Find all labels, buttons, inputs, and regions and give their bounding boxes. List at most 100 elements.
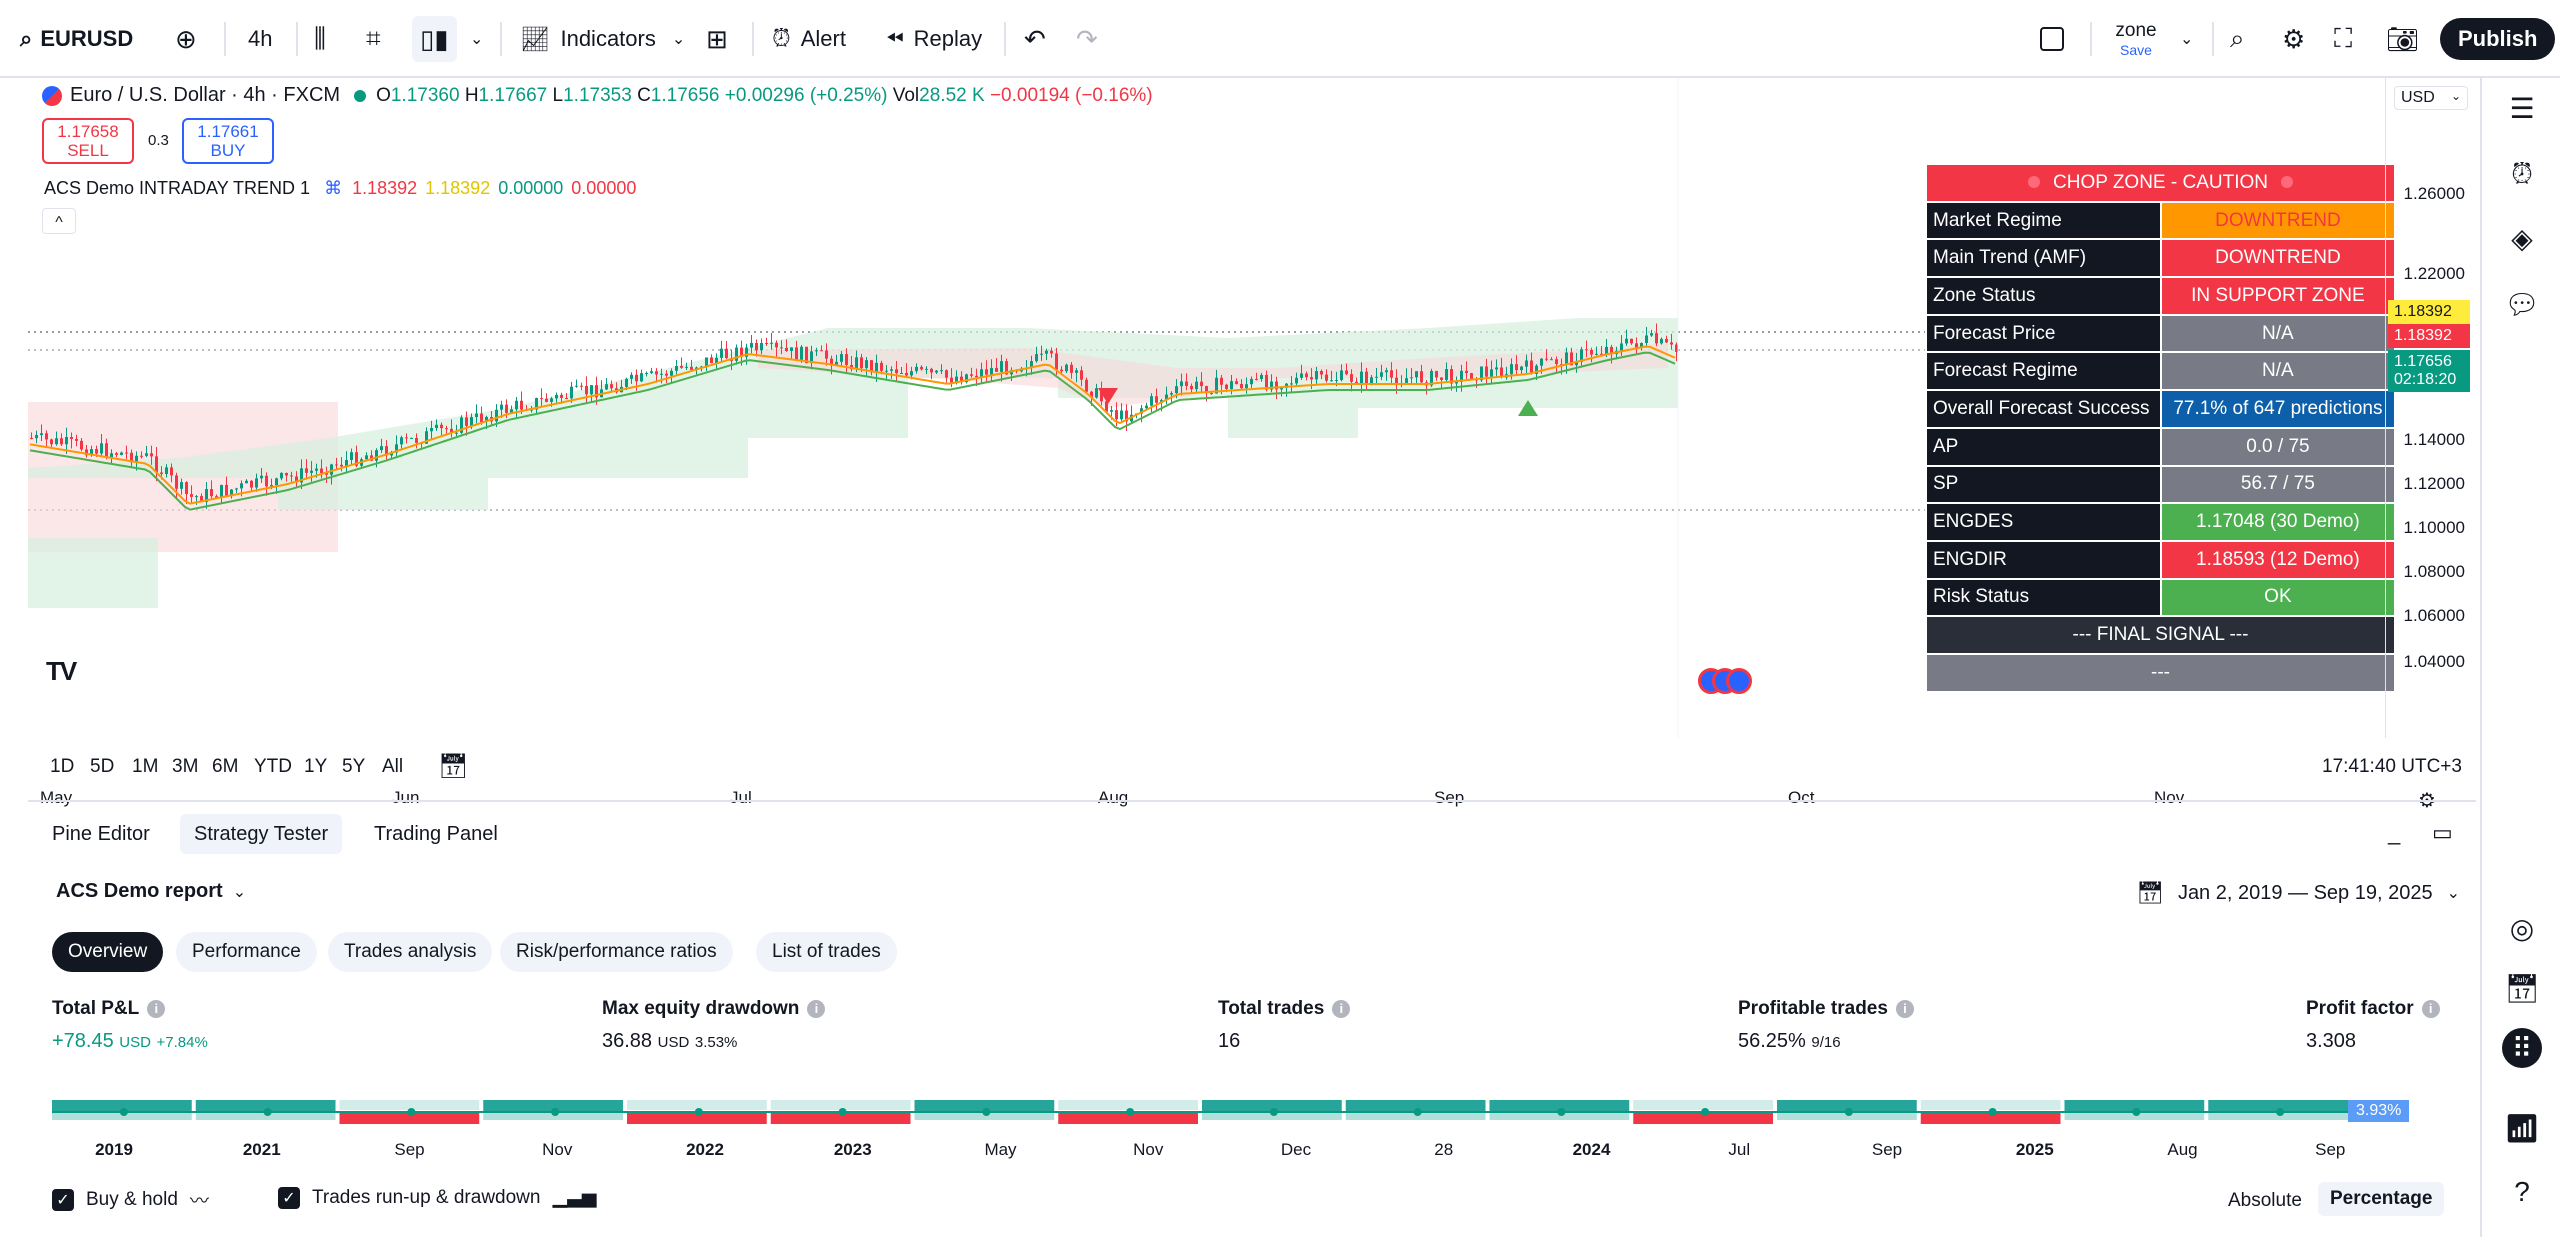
info-icon[interactable]: i [807, 1000, 826, 1018]
candle-body [55, 438, 58, 445]
layers-icon[interactable]: ◈ [2511, 222, 2533, 254]
range-ytd[interactable]: YTD [254, 756, 292, 777]
line-chart-type-button[interactable]: ⌗ [366, 0, 381, 78]
range-all[interactable]: All [382, 756, 404, 777]
percentage-toggle[interactable]: Percentage [2318, 1182, 2445, 1216]
candle-body [1315, 370, 1318, 380]
table-row-value: OK [2159, 577, 2397, 618]
layout-toggle-button[interactable] [2040, 0, 2064, 78]
candle-body [295, 476, 298, 483]
subtab-performance[interactable]: Performance [176, 932, 317, 972]
alerts-clock-icon[interactable]: ⏰︎ [2511, 157, 2533, 189]
indicator-legend[interactable]: ACS Demo INTRADAY TREND 1 ⌘ 1.18392 1.18… [44, 178, 636, 199]
range-5y[interactable]: 5Y [342, 756, 366, 777]
divider [224, 22, 226, 56]
range-1y[interactable]: 1Y [304, 756, 328, 777]
bar-chart-type-button[interactable]: ⫼ [314, 0, 326, 78]
apps-grid-icon[interactable]: ⠿ [2502, 1028, 2542, 1068]
range-3m[interactable]: 3M [172, 756, 199, 777]
date-range-selector[interactable]: 📅︎ Jan 2, 2019 — Sep 19, 2025 ⌄ [2136, 880, 2460, 906]
buy-button[interactable]: 1.17661 BUY [182, 118, 274, 164]
chat-icon[interactable]: 💬︎ [2504, 288, 2540, 320]
candle-body [780, 347, 783, 349]
price-scale[interactable]: USD ⌄ 1.26000 1.22000 1.14000 1.12000 1.… [2385, 78, 2475, 738]
range-5d[interactable]: 5D [90, 756, 115, 777]
economic-events-markers[interactable] [1698, 668, 1752, 694]
publish-button[interactable]: Publish [2440, 18, 2556, 60]
candle-body [670, 370, 673, 376]
watchlist-icon[interactable]: ☰ [2509, 92, 2535, 124]
candles-chart-type-button[interactable]: ▯▮ [412, 16, 457, 62]
layout-dropdown[interactable]: ⌄ [2180, 0, 2193, 78]
time-axis-label: Jul [730, 788, 752, 807]
equity-chart[interactable] [52, 1092, 2472, 1152]
candle-body [325, 472, 328, 475]
price-chart-canvas[interactable] [28, 78, 2385, 738]
tab-pine-editor[interactable]: Pine Editor [52, 822, 150, 845]
go-to-date-icon[interactable]: 📅︎ [438, 753, 469, 780]
collapse-legend-button[interactable]: ^ [42, 208, 76, 234]
alert-button[interactable]: ⏰︎ Alert [772, 0, 846, 78]
redo-button[interactable]: ↷ [1076, 0, 1098, 78]
info-icon[interactable]: i [2421, 1000, 2440, 1018]
quick-search-button[interactable]: ⌕ [2230, 0, 2245, 78]
maximize-panel-icon[interactable]: ▭ [2432, 820, 2453, 845]
range-6m[interactable]: 6M [212, 756, 239, 777]
snapshot-button[interactable]: 📷︎ [2386, 0, 2419, 78]
sell-button[interactable]: 1.17658 SELL [42, 118, 134, 164]
candle-body [1290, 383, 1293, 385]
runup-bar [770, 1100, 911, 1110]
tab-strategy-tester[interactable]: Strategy Tester [180, 814, 343, 854]
tab-trading-panel[interactable]: Trading Panel [374, 822, 498, 845]
candle-body [1080, 370, 1083, 380]
subtab-list-of-trades[interactable]: List of trades [756, 932, 897, 972]
layout-name-button[interactable]: zone Save [2106, 0, 2166, 78]
absolute-toggle[interactable]: Absolute [2228, 1190, 2302, 1211]
symbol-search[interactable]: ⌕ EURUSD [20, 0, 133, 78]
report-selector[interactable]: ACS Demo report ⌄ [56, 880, 246, 903]
bar-countdown: 02:18:20 [2394, 371, 2457, 388]
templates-button[interactable]: ⊞ [706, 0, 728, 78]
undo-button[interactable]: ↶ [1024, 0, 1046, 78]
info-icon[interactable]: i [1895, 1000, 1914, 1018]
range-1d[interactable]: 1D [50, 756, 75, 777]
candle-body [205, 489, 208, 502]
candle-body [1465, 370, 1468, 374]
fullscreen-button[interactable]: ⛶ [2334, 0, 2352, 78]
broadcast-icon[interactable]: 📶︎ [2504, 1112, 2540, 1144]
interval-button[interactable]: 4h [248, 0, 272, 78]
candle-body [920, 366, 923, 370]
chart-type-dropdown[interactable]: ⌄ [470, 0, 483, 78]
info-icon[interactable]: i [147, 1000, 166, 1018]
chart-clock[interactable]: 17:41:40 UTC+3 [2322, 756, 2462, 777]
candle-body [935, 370, 938, 373]
target-icon[interactable]: ◎ [2509, 912, 2535, 944]
info-icon[interactable]: i [1332, 1000, 1351, 1018]
subtab-trades-analysis[interactable]: Trades analysis [328, 932, 493, 972]
replay-button[interactable]: ⏪︎ Replay [886, 0, 982, 78]
table-row-key: Market Regime [1925, 200, 2162, 241]
subtab-overview[interactable]: Overview [52, 932, 164, 972]
range-1m[interactable]: 1M [132, 756, 159, 777]
candle-body [380, 446, 383, 451]
minimize-panel-icon[interactable]: _ [2388, 820, 2401, 845]
subtab-risk-ratios[interactable]: Risk/performance ratios [500, 932, 733, 972]
buy-hold-checkbox[interactable]: ✓ Buy & hold 〰 [52, 1186, 209, 1213]
chart-pane[interactable]: Euro / U.S. Dollar · 4h · FXCM O 1.17360 … [28, 78, 2476, 812]
support-zone [28, 538, 158, 608]
calendar-icon[interactable]: 📅︎ [2504, 972, 2540, 1004]
currency-selector[interactable]: USD ⌄ [2394, 86, 2468, 110]
price-label: 1.04000 [2403, 652, 2465, 671]
candle-body [995, 367, 998, 372]
tradingview-logo-icon[interactable]: TV [46, 656, 77, 686]
runup-drawdown-checkbox[interactable]: ✓ Trades run-up & drawdown ▁▃▅ [278, 1186, 596, 1209]
total-pnl-label-text: Total P&L [52, 998, 140, 1019]
compare-symbol-button[interactable]: ⊕ [175, 0, 197, 78]
candle-body [660, 373, 663, 375]
help-icon[interactable]: ? [2514, 1176, 2530, 1207]
candle-body [545, 398, 548, 402]
indicator-name: ACS Demo INTRADAY TREND 1 [44, 178, 311, 198]
settings-button[interactable]: ⚙ [2282, 0, 2305, 78]
indicators-button[interactable]: 📈︎ Indicators ⌄ [520, 0, 685, 78]
equity-axis-label: Aug [2167, 1140, 2198, 1159]
